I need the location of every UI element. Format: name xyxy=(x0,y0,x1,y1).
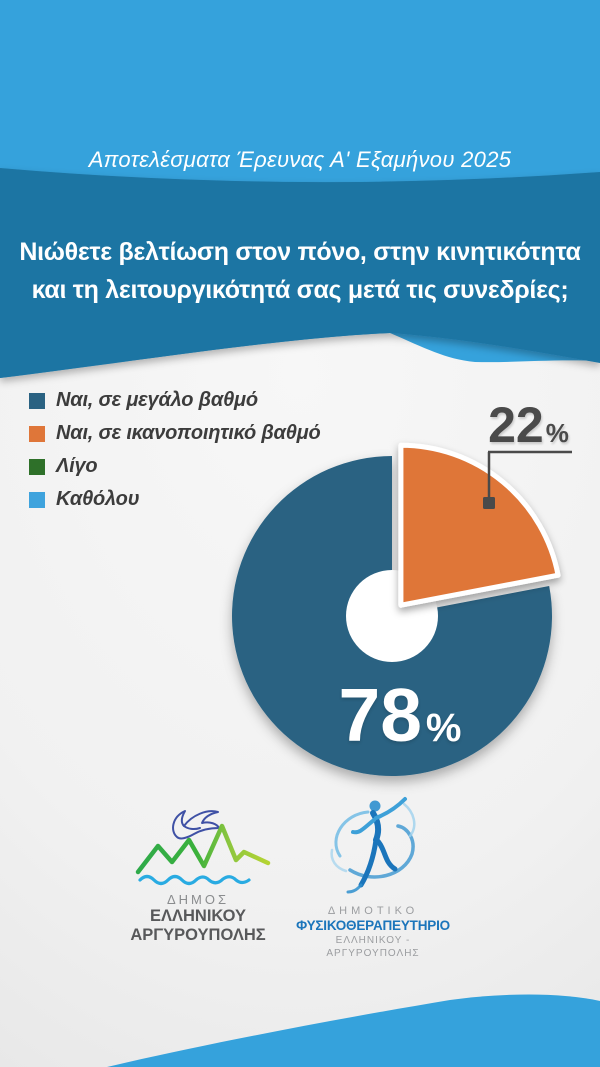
legend-item: Ναι, σε μεγάλο βαθμό xyxy=(29,384,321,417)
report-subtitle: Αποτελέσματα Έρευνας Α' Εξαμήνου 2025 xyxy=(88,147,512,172)
legend-label: Ναι, σε ικανοποιητικό βαθμό xyxy=(56,422,321,444)
callout-connector xyxy=(487,450,572,499)
pie-slice-1 xyxy=(398,442,561,608)
main-value-label: 78 % xyxy=(325,678,475,753)
physiotherapy-logo: ΔΗΜΟΤΙΚΟ ΦΥΣΙΚΟΘΕΡΑΠΕΥΤΗΡΙΟ ΕΛΛΗΝΙΚΟΥ - … xyxy=(288,792,458,960)
left-logo-line2: ΕΛΛΗΝΙΚΟΥ xyxy=(150,907,246,925)
dove-icon xyxy=(172,810,220,840)
legend-label: Λίγο xyxy=(56,455,98,477)
legend-item: Λίγο xyxy=(29,450,321,483)
callout-marker xyxy=(483,497,495,509)
question-line-2: και τη λειτουργικότητά σας μετά τις συνε… xyxy=(31,276,569,304)
callout-value: 22 xyxy=(488,397,544,453)
legend-label: Καθόλου xyxy=(56,488,140,510)
footer-wave-shape xyxy=(107,994,600,1067)
legend-swatch-green xyxy=(29,458,45,475)
left-logo-line1: ΔΗΜΟΣ xyxy=(166,892,230,907)
pie-exploded-slice-group xyxy=(398,442,561,608)
mountains-icon xyxy=(135,823,271,875)
dancer-icon xyxy=(330,797,416,894)
chart-legend: Ναι, σε μεγάλο βαθμό Ναι, σε ικανοποιητι… xyxy=(29,384,321,516)
legend-item: Καθόλου xyxy=(29,483,321,516)
legend-swatch-blue xyxy=(29,392,45,409)
main-value: 78 xyxy=(338,673,422,757)
municipality-logo: ΔΗΜΟΣ ΕΛΛΗΝΙΚΟΥ ΑΡΓΥΡΟΥΠΟΛΗΣ xyxy=(125,805,271,945)
donut-chart xyxy=(232,442,572,776)
callout-unit: % xyxy=(545,418,569,448)
municipality-logo-art xyxy=(135,810,271,886)
right-logo-line3: ΕΛΛΗΝΙΚΟΥ - ΑΡΓΥΡΟΥΠΟΛΗΣ xyxy=(326,935,420,959)
legend-label: Ναι, σε μεγάλο βαθμό xyxy=(56,389,258,411)
question-title: Νιώθετε βελτίωση στον πόνο, στην κινητικ… xyxy=(0,233,600,309)
legend-swatch-orange xyxy=(29,425,45,442)
legend-swatch-lightblue xyxy=(29,491,45,508)
question-line-1: Νιώθετε βελτίωση στον πόνο, στην κινητικ… xyxy=(19,238,581,266)
right-logo-line2: ΦΥΣΙΚΟΘΕΡΑΠΕΥΤΗΡΙΟ xyxy=(296,918,450,933)
main-unit: % xyxy=(425,706,462,750)
legend-item: Ναι, σε ικανοποιητικό βαθμό xyxy=(29,417,321,450)
question-band-shape xyxy=(0,168,600,378)
right-logo-line1: ΔΗΜΟΤΙΚΟ xyxy=(327,905,419,917)
sea-wave-icon xyxy=(138,874,251,886)
callout-value-label: 22 % xyxy=(481,400,576,450)
left-logo-line3: ΑΡΓΥΡΟΥΠΟΛΗΣ xyxy=(130,926,266,944)
